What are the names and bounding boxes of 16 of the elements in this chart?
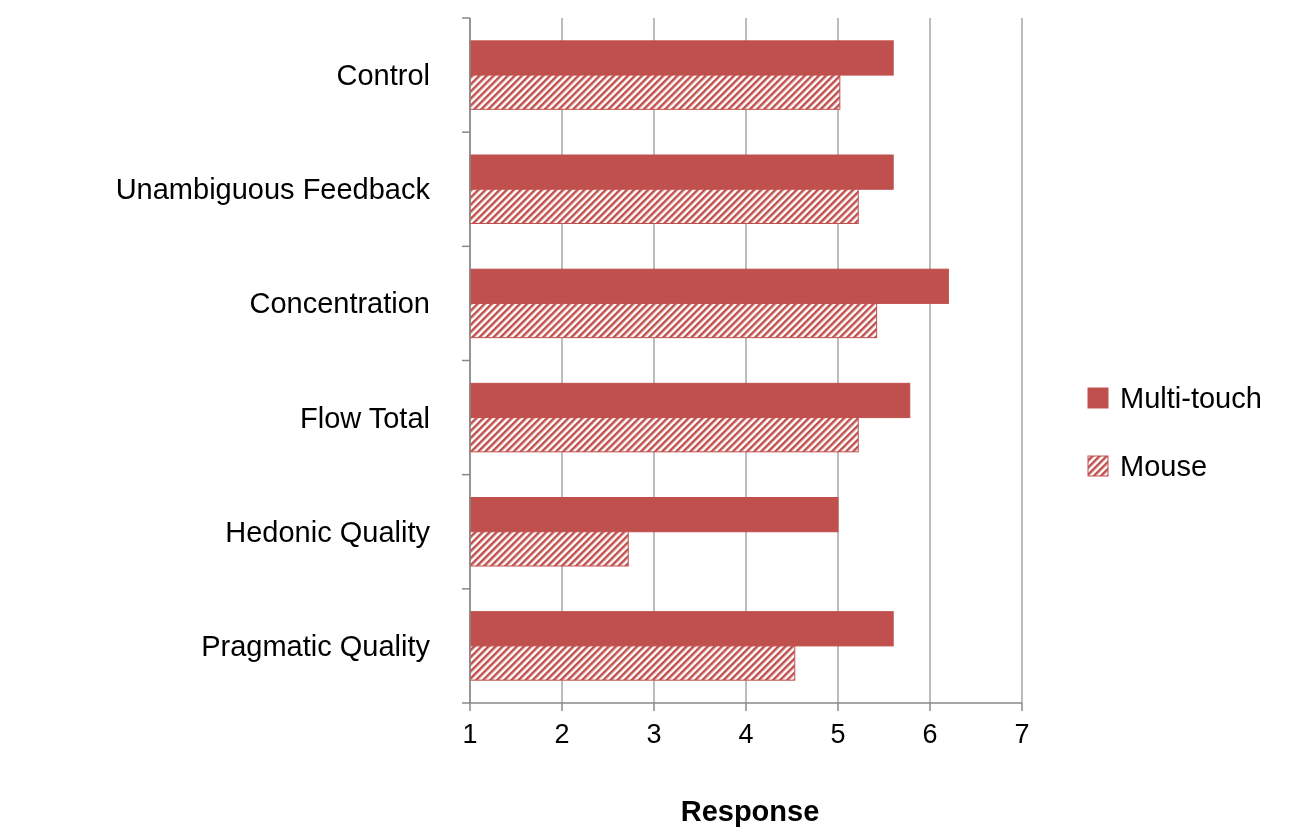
y-tick-label: Unambiguous Feedback — [115, 173, 431, 206]
x-tick-label: 7 — [1014, 719, 1030, 749]
x-axis-title: Response — [680, 795, 820, 827]
legend-label: Multi-touch — [1120, 382, 1262, 414]
x-tick-label: 5 — [830, 719, 846, 749]
y-tick-label: Concentration — [249, 287, 430, 320]
x-tick-label: 2 — [554, 719, 570, 749]
y-tick-label: Control — [336, 59, 430, 92]
y-tick-label: Hedonic Quality — [225, 515, 431, 548]
x-tick-label: 4 — [738, 719, 754, 749]
y-tick-label: Flow Total — [299, 401, 430, 434]
x-tick-label: 6 — [922, 719, 938, 749]
x-tick-label: 1 — [462, 719, 478, 749]
x-tick-label: 3 — [646, 719, 662, 749]
legend-label: Mouse — [1120, 450, 1208, 482]
y-tick-label: Pragmatic Quality — [201, 629, 431, 662]
